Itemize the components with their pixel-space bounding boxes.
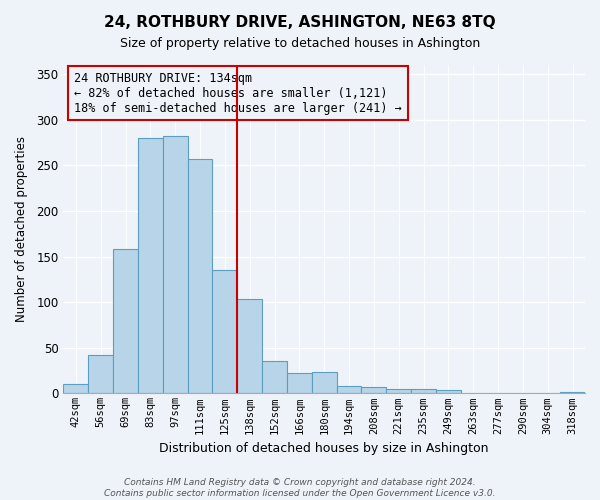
Bar: [212, 270, 237, 394]
Bar: [386, 389, 411, 394]
Text: Size of property relative to detached houses in Ashington: Size of property relative to detached ho…: [120, 38, 480, 51]
Bar: [287, 374, 312, 394]
Bar: [163, 136, 188, 394]
Y-axis label: Number of detached properties: Number of detached properties: [15, 136, 28, 322]
X-axis label: Distribution of detached houses by size in Ashington: Distribution of detached houses by size …: [160, 442, 489, 455]
Bar: [188, 159, 212, 394]
Bar: [337, 386, 361, 394]
Bar: [560, 392, 585, 394]
Bar: [361, 387, 386, 394]
Bar: [411, 389, 436, 394]
Bar: [64, 384, 88, 394]
Text: Contains HM Land Registry data © Crown copyright and database right 2024.
Contai: Contains HM Land Registry data © Crown c…: [104, 478, 496, 498]
Bar: [237, 300, 262, 394]
Bar: [436, 390, 461, 394]
Bar: [113, 250, 138, 394]
Bar: [138, 138, 163, 394]
Bar: [262, 360, 287, 394]
Text: 24 ROTHBURY DRIVE: 134sqm
← 82% of detached houses are smaller (1,121)
18% of se: 24 ROTHBURY DRIVE: 134sqm ← 82% of detac…: [74, 72, 401, 114]
Bar: [312, 372, 337, 394]
Text: 24, ROTHBURY DRIVE, ASHINGTON, NE63 8TQ: 24, ROTHBURY DRIVE, ASHINGTON, NE63 8TQ: [104, 15, 496, 30]
Bar: [88, 355, 113, 394]
